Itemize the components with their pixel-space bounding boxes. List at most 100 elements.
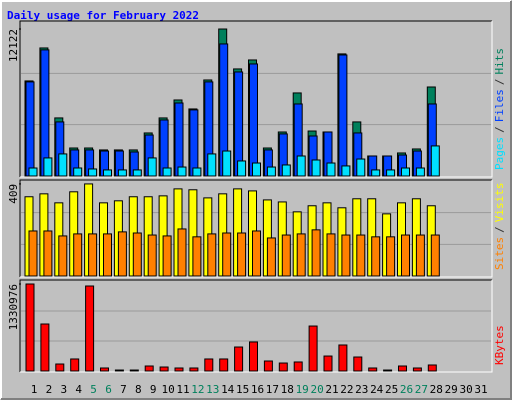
x-tick-label: 4 — [75, 383, 82, 396]
legend-separator: / — [493, 79, 506, 86]
bar — [311, 159, 321, 177]
bar — [40, 49, 50, 177]
bar — [147, 234, 157, 277]
x-tick-label: 17 — [266, 383, 279, 396]
bar — [326, 233, 336, 277]
bar — [371, 169, 381, 177]
x-tick-label: 25 — [385, 383, 398, 396]
x-tick-label: 2 — [46, 383, 53, 396]
bar — [356, 234, 366, 277]
bar — [398, 365, 407, 372]
bar — [25, 283, 35, 372]
bar — [189, 367, 199, 372]
bar — [103, 233, 112, 277]
bar — [55, 363, 65, 372]
x-tick-label: 30 — [459, 383, 472, 396]
bar — [43, 230, 53, 277]
legend-entry: Visits — [493, 183, 506, 223]
x-tick-label: 16 — [251, 383, 264, 396]
x-tick-label: 11 — [176, 383, 189, 396]
bar — [88, 168, 98, 177]
bar — [73, 167, 83, 177]
x-tick-label: 8 — [135, 383, 142, 396]
bar — [162, 235, 172, 277]
x-tick-label: 9 — [150, 383, 157, 396]
bar — [58, 153, 68, 177]
x-tick-label: 24 — [370, 383, 384, 396]
bar — [234, 346, 244, 372]
bar — [40, 323, 50, 372]
bar — [192, 167, 202, 177]
bar — [177, 228, 187, 277]
bar — [103, 169, 112, 177]
bar — [415, 167, 425, 177]
x-tick-label: 5 — [90, 383, 97, 396]
x-tick-label: 6 — [105, 383, 112, 396]
legend-entry: KBytes — [493, 325, 506, 365]
panel-border-light — [20, 180, 493, 278]
bar — [249, 63, 258, 177]
bar — [162, 167, 172, 177]
x-tick-label: 29 — [445, 383, 458, 396]
legend-entry: Hits — [493, 48, 506, 75]
bar — [296, 155, 306, 177]
bar — [129, 369, 139, 372]
bar — [144, 365, 154, 372]
panel-border-dark — [19, 20, 492, 177]
x-tick-label: 14 — [221, 383, 235, 396]
bar — [281, 164, 291, 177]
bar — [308, 325, 318, 372]
bar — [278, 362, 288, 372]
panel-border-dark — [19, 179, 492, 277]
bar — [219, 358, 229, 372]
bar — [430, 234, 440, 277]
bar — [114, 369, 124, 372]
bar — [383, 369, 393, 372]
bar — [237, 160, 247, 177]
legend-entry: Pages — [493, 137, 506, 170]
legend-entry: Sites — [493, 237, 506, 270]
x-tick-label: 15 — [236, 383, 249, 396]
x-tick-label: 3 — [60, 383, 67, 396]
bar — [368, 367, 378, 372]
bar — [266, 166, 276, 177]
bar — [147, 157, 157, 177]
bar — [401, 167, 410, 177]
x-tick-label: 28 — [430, 383, 443, 396]
bar — [85, 285, 95, 372]
panel-border-light — [20, 280, 493, 373]
x-tick-label: 23 — [355, 383, 368, 396]
x-tick-label: 18 — [281, 383, 294, 396]
bar — [132, 169, 142, 177]
bar — [353, 356, 363, 372]
bar — [412, 367, 422, 372]
legend-entry: Files — [493, 89, 506, 122]
bar — [338, 344, 348, 372]
x-tick-label: 1 — [31, 383, 38, 396]
chart-title: Daily usage for February 2022 — [7, 9, 199, 22]
bar — [159, 366, 169, 372]
x-tick-label: 31 — [474, 383, 487, 396]
bar — [192, 236, 202, 277]
bar — [386, 169, 396, 177]
bar — [73, 233, 83, 277]
bar — [234, 71, 244, 177]
bar — [174, 102, 184, 177]
bar — [177, 166, 187, 177]
bar — [58, 235, 68, 277]
bar — [222, 150, 232, 177]
bar — [323, 355, 333, 372]
bar — [371, 236, 381, 277]
bar — [293, 361, 303, 372]
bar — [222, 232, 232, 277]
bar — [204, 358, 214, 372]
bar — [281, 234, 291, 277]
bar — [263, 360, 273, 372]
x-tick-label: 7 — [120, 383, 127, 396]
x-tick-label: 10 — [161, 383, 174, 396]
x-tick-label: 22 — [340, 383, 353, 396]
bar — [25, 81, 35, 177]
x-tick-label: 27 — [415, 383, 428, 396]
